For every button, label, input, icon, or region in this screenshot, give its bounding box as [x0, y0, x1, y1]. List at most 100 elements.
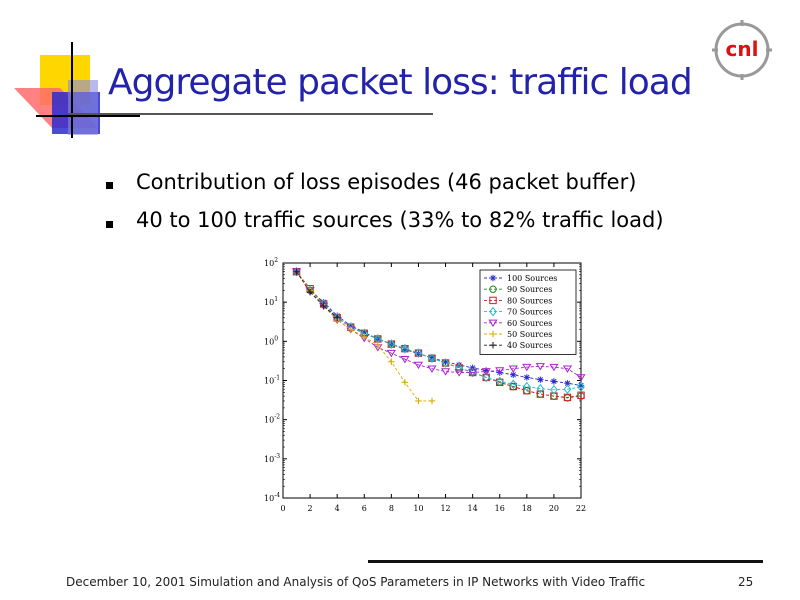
x-tick-label: 8 [389, 504, 394, 513]
data-point [401, 346, 409, 353]
data-point [387, 339, 396, 349]
legend-label: 50 Sources [507, 330, 552, 339]
data-point [427, 365, 437, 373]
page-number: 25 [738, 575, 754, 589]
data-point [428, 397, 436, 405]
x-tick-label: 20 [549, 504, 559, 513]
x-tick-label: 16 [495, 504, 505, 513]
footer-text: December 10, 2001 Simulation and Analysi… [66, 575, 646, 589]
data-point [536, 383, 545, 394]
data-point [306, 288, 314, 296]
data-point [320, 302, 327, 310]
bullet-item-2: 40 to 100 traffic sources (33% to 82% tr… [136, 208, 664, 232]
data-point [577, 382, 585, 392]
data-point [509, 379, 518, 390]
data-point [455, 363, 463, 373]
data-point [495, 376, 504, 387]
data-point [522, 363, 532, 372]
data-point [495, 367, 505, 375]
series-line-4 [296, 271, 582, 391]
data-point [481, 368, 491, 376]
y-tick-base: 10 [264, 455, 274, 464]
data-point [400, 355, 410, 364]
bullet-icon [106, 221, 113, 228]
legend-marker [489, 306, 497, 317]
y-tick-label: 10-1 [264, 375, 280, 386]
x-tick-label: 22 [576, 504, 586, 513]
series-line-7 [296, 271, 338, 319]
data-point [577, 391, 585, 399]
title-underline [68, 113, 433, 115]
legend-marker [489, 330, 497, 338]
data-point [535, 363, 545, 371]
bullet-item-1: Contribution of loss episodes (46 packet… [136, 170, 637, 194]
data-point [428, 353, 436, 364]
data-point [550, 392, 558, 400]
data-point [482, 372, 491, 383]
x-tick-label: 2 [308, 504, 313, 513]
x-tick-label: 14 [468, 504, 478, 513]
legend-label: 70 Sources [507, 308, 552, 317]
data-point [536, 390, 545, 398]
legend-label: 100 Sources [507, 274, 557, 283]
data-point [508, 365, 518, 373]
y-tick-exponent: 0 [274, 335, 278, 342]
y-tick-exponent: -4 [274, 492, 280, 499]
data-point [414, 348, 423, 358]
data-point [523, 386, 531, 395]
x-tick-label: 18 [522, 504, 532, 513]
x-tick-label: 0 [280, 504, 285, 513]
data-point [401, 343, 409, 354]
y-tick-base: 10 [264, 259, 274, 268]
y-tick-exponent: 1 [274, 296, 278, 303]
legend-marker [489, 296, 497, 305]
data-point [550, 378, 558, 385]
data-point [415, 350, 422, 358]
data-point [361, 329, 368, 336]
y-tick-exponent: 2 [274, 257, 278, 264]
data-point [454, 369, 464, 377]
y-tick-exponent: -2 [274, 414, 280, 421]
cnl-logo-graphic: cnl [712, 20, 772, 80]
data-point [333, 314, 341, 321]
y-tick-label: 100 [264, 335, 278, 346]
data-point [442, 358, 449, 366]
data-point [347, 322, 354, 329]
data-point [413, 361, 424, 370]
data-point [347, 326, 354, 333]
legend-marker [489, 285, 497, 293]
footer-rule [368, 560, 763, 563]
data-point [510, 371, 517, 378]
y-tick-base: 10 [264, 416, 274, 425]
data-point [563, 393, 572, 402]
y-tick-exponent: -3 [274, 453, 280, 460]
y-tick-base: 10 [264, 298, 274, 307]
data-point [522, 381, 531, 392]
bullet-icon [106, 182, 113, 189]
x-tick-label: 12 [440, 504, 450, 513]
data-point [482, 367, 490, 374]
data-point [441, 358, 450, 368]
data-point [549, 363, 559, 372]
logo-text: cnl [726, 37, 759, 61]
series-line-1 [296, 271, 582, 386]
data-point [440, 368, 451, 376]
x-tick-label: 6 [362, 504, 367, 513]
data-point [537, 376, 544, 383]
y-tick-label: 10-2 [264, 414, 280, 425]
data-point [564, 380, 571, 387]
data-point [576, 374, 586, 382]
legend-marker [489, 274, 497, 282]
data-point [401, 379, 409, 386]
data-point [320, 298, 327, 306]
y-tick-base: 10 [264, 494, 274, 503]
data-point [562, 365, 573, 373]
data-point [563, 384, 572, 394]
data-point [293, 268, 300, 275]
y-tick-base: 10 [264, 337, 274, 346]
data-point [523, 374, 531, 381]
legend-marker [488, 319, 498, 327]
chart-series [291, 266, 586, 405]
data-point [509, 382, 517, 391]
y-tick-label: 101 [264, 296, 278, 307]
